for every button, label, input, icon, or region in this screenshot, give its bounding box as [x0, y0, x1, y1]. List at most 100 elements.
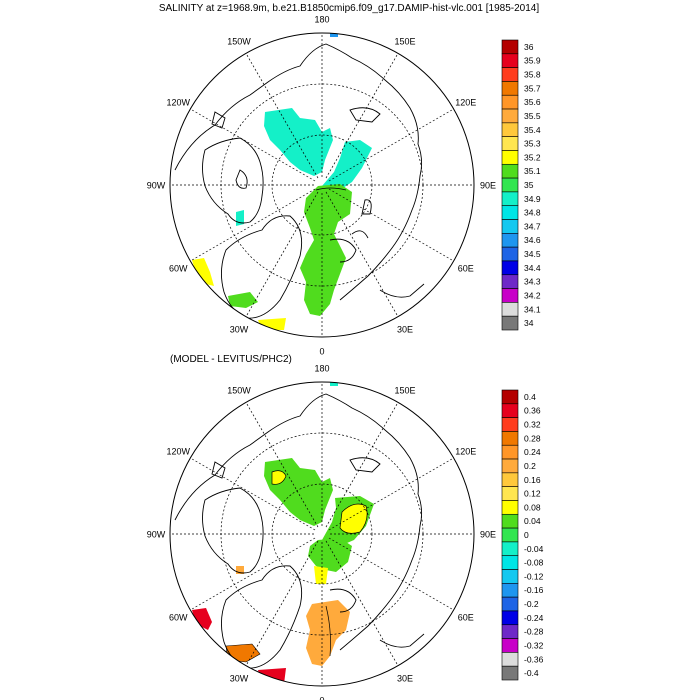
colorbar-swatch [501, 472, 519, 487]
colorbar-tick-label: 34.9 [524, 194, 541, 204]
meridian-line [328, 188, 454, 262]
colorbar-tick-label: 0.24 [524, 447, 541, 457]
longitude-label: 120E [455, 447, 476, 457]
colorbar-swatch [501, 39, 519, 55]
colorbar-swatch [501, 219, 519, 234]
colorbar-tick-label: 35.2 [524, 152, 541, 162]
colorbar-tick-label: 35.4 [524, 125, 541, 135]
colorbar-swatch [501, 555, 519, 570]
colorbar-tick-label: 34.7 [524, 221, 541, 231]
colorbar-swatch [501, 67, 519, 82]
meridian-line [245, 540, 319, 666]
field-green-fram [300, 184, 352, 316]
meridian-line [325, 191, 399, 317]
longitude-label: 150E [394, 37, 415, 47]
meridian-line [328, 457, 454, 531]
colorbar-tick-label: -0.32 [524, 640, 544, 650]
colorbar-tick-label: -0.2 [524, 599, 539, 609]
meridian-line [245, 53, 319, 179]
diff-green-siberian [264, 458, 333, 526]
colorbar-swatch [501, 652, 519, 667]
contour-35 [315, 187, 347, 191]
colorbar-tick-label: 35.3 [524, 139, 541, 149]
colorbar-swatch [501, 665, 519, 681]
colorbar-swatch [501, 569, 519, 584]
colorbar-tick-label: 35.9 [524, 56, 541, 66]
colorbar-tick-label: 34.4 [524, 263, 541, 273]
bottom-colorbar: 0.4 0.36 0.32 0.28 0.24 0.2 0.16 0.12 0.08 0.04 0 -… [501, 389, 544, 681]
colorbar-swatch [501, 191, 519, 207]
colorbar-swatch [501, 136, 519, 151]
colorbar-swatch [501, 513, 519, 529]
colorbar-swatch [501, 274, 519, 289]
field-cyan-beaufort [236, 210, 244, 226]
colorbar-swatch [501, 486, 519, 501]
colorbar-tick-label: 0.36 [524, 406, 541, 416]
longitude-label: 90W [147, 181, 166, 191]
colorbar-swatch [501, 431, 519, 446]
colorbar-swatch [501, 150, 519, 165]
colorbar-swatch [501, 288, 519, 303]
longitude-label: 60W [169, 264, 188, 274]
longitude-label: 0 [319, 347, 324, 357]
colorbar-swatch [501, 444, 519, 460]
colorbar-swatch [501, 315, 519, 331]
colorbar-tick-label: 34.1 [524, 304, 541, 314]
meridian-line [190, 108, 316, 182]
colorbar-tick-label: -0.4 [524, 668, 539, 678]
longitude-label: 150W [227, 37, 251, 47]
field-cyan-siberian [264, 108, 333, 176]
colorbar-swatch [501, 108, 519, 124]
diff-yellow-strait [314, 566, 328, 584]
colorbar-swatch [501, 417, 519, 432]
longitude-label: 120W [166, 98, 190, 108]
longitude-label: 60E [458, 264, 474, 274]
diff-red-iceland [258, 668, 286, 684]
diff-yellow-blob [339, 503, 368, 534]
colorbar-swatch [501, 596, 519, 612]
colorbar-tick-label: 0.16 [524, 475, 541, 485]
colorbar-swatch [501, 541, 519, 557]
colorbar-tick-label: 34.6 [524, 235, 541, 245]
meridian-line [190, 188, 316, 262]
field-cyan-eurasian [322, 140, 372, 192]
meridian-line [245, 402, 319, 528]
longitude-label: 30W [230, 324, 249, 334]
colorbar-tick-label: 34.3 [524, 277, 541, 287]
colorbar-swatch [501, 403, 519, 418]
colorbar-swatch [501, 260, 519, 276]
longitude-label: 120E [455, 98, 476, 108]
bottom-subtitle: (MODEL - LEVITUS/PHC2) [170, 354, 292, 365]
colorbar-tick-label: 35.1 [524, 166, 541, 176]
meridian-line [325, 53, 399, 179]
longitude-label: 90E [480, 181, 496, 191]
colorbar-tick-label: 34 [524, 318, 534, 328]
diff-orange-irminger [225, 643, 261, 663]
colorbar-tick-label: 35.6 [524, 97, 541, 107]
colorbar-swatch [501, 81, 519, 96]
colorbar-swatch [501, 177, 519, 193]
meridian-line [328, 108, 454, 182]
longitude-label: 60W [169, 613, 188, 623]
colorbar-swatch [501, 302, 519, 317]
colorbar-swatch [501, 610, 519, 626]
longitude-label: 120W [166, 447, 190, 457]
colorbar-tick-label: -0.04 [524, 544, 544, 554]
colorbar-tick-label: 0.2 [524, 461, 536, 471]
figure-title: SALINITY at z=1968.9m, b.e21.B1850cmip6.… [159, 3, 540, 14]
colorbar-tick-label: 0 [524, 530, 529, 540]
longitude-label: 180 [314, 15, 329, 25]
colorbar-tick-label: -0.28 [524, 627, 544, 637]
colorbar-swatch [501, 527, 519, 543]
field-cyan-pole [330, 33, 338, 37]
top-colorbar: 36 35.9 35.8 35.7 35.6 35.5 35.4 35.3 35.2 35.1 35… [501, 39, 541, 331]
top-map-panel: 180 150E 120E 90E 60E 30E 0 30W 60W 90W 120W 150W 3… [147, 15, 541, 357]
colorbar-tick-label: -0.12 [524, 571, 544, 581]
meridian-line [190, 537, 316, 611]
colorbar-tick-label: 35 [524, 180, 534, 190]
bottom-coastlines [174, 393, 425, 669]
longitude-label: 90E [480, 530, 496, 540]
longitude-label: 180 [314, 364, 329, 374]
meridian-line [325, 540, 399, 666]
